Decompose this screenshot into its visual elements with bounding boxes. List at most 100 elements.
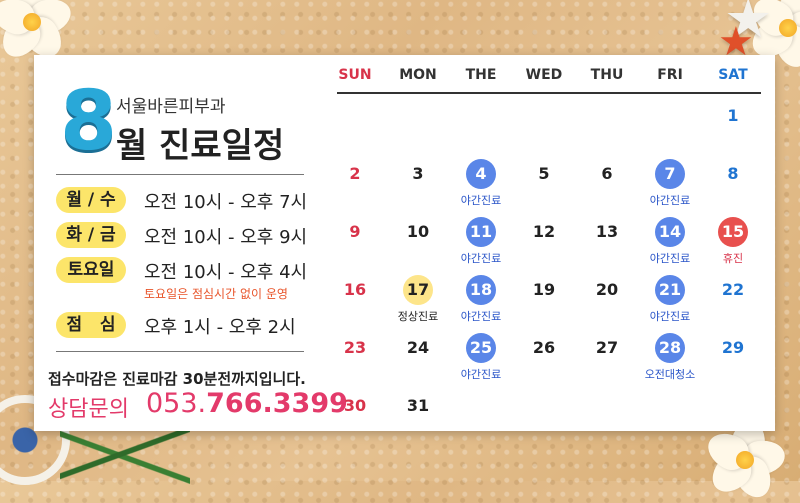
schedule-hours: 오전 10시 - 오후 9시 [144, 227, 308, 248]
calendar-day: 8 [705, 159, 761, 189]
schedule-hours: 오전 10시 - 오후 7시 [144, 192, 308, 213]
calendar-day-note: 야간진료 [460, 252, 502, 265]
calendar-day: 15 휴진 [705, 217, 761, 266]
month-number: 8 [60, 74, 118, 169]
weekday-sat: SAT [718, 67, 748, 83]
clinic-name: 서울바른피부과 [116, 97, 226, 117]
weekday-mon: MON [399, 67, 437, 83]
calendar-day: 13 [579, 217, 635, 247]
schedule-card: 8 서울바른피부과 월 진료일정 월 / 수 오전 10시 - 오후 7시 화 … [34, 55, 775, 431]
schedule-days-badge: 월 / 수 [56, 187, 126, 213]
calendar-day-number: 2 [349, 164, 361, 183]
calendar-day-number: 13 [595, 222, 619, 241]
starfish-white-icon: ★ [724, 0, 773, 50]
calendar-day-number: 17 [403, 275, 433, 305]
calendar-day: 12 [516, 217, 572, 247]
calendar-day: 21 야간진료 [642, 275, 698, 324]
calendar-day-number: 30 [343, 396, 367, 415]
schedule-hours: 오후 1시 - 오후 2시 [144, 317, 296, 338]
saturday-note: 토요일은 점심시간 없이 운영 [144, 287, 288, 301]
schedule-hours: 오전 10시 - 오후 4시 [144, 262, 308, 283]
calendar-day-number: 6 [601, 164, 613, 183]
calendar-day-number: 15 [718, 217, 748, 247]
calendar-day-note: 야간진료 [460, 194, 502, 207]
calendar-day: 6 [579, 159, 635, 189]
calendar-day: 7 야간진료 [642, 159, 698, 208]
calendar-day: 31 [390, 391, 446, 421]
calendar-day-number: 4 [466, 159, 496, 189]
calendar-day-note: 야간진료 [460, 310, 502, 323]
reception-note: 접수마감은 진료마감 30분전까지입니다. [48, 370, 306, 388]
calendar-day-note: 정상진료 [397, 310, 439, 323]
calendar-day: 5 [516, 159, 572, 189]
calendar-day: 26 [516, 333, 572, 363]
calendar-day: 1 [705, 101, 761, 131]
calendar-day: 18 야간진료 [453, 275, 509, 324]
calendar-day-number: 20 [595, 280, 619, 299]
divider-top [56, 174, 304, 175]
palm-leaves-decoration [60, 420, 190, 490]
plumeria-flower-bottom-right [701, 417, 787, 503]
calendar-day-note: 야간진료 [649, 252, 691, 265]
calendar: SUN MON THE WED THU FRI SAT 1 2 3 4 야간진료 5 6 7 야… [337, 55, 761, 431]
calendar-day-number: 8 [727, 164, 739, 183]
calendar-day: 27 [579, 333, 635, 363]
calendar-day-number: 18 [466, 275, 496, 305]
divider-bottom [56, 351, 304, 352]
calendar-day: 3 [390, 159, 446, 189]
calendar-day: 30 [327, 391, 383, 421]
calendar-day-note: 휴진 [722, 252, 744, 265]
calendar-day-number: 9 [349, 222, 361, 241]
calendar-day-number: 26 [532, 338, 556, 357]
calendar-day-number: 19 [532, 280, 556, 299]
phone-area: 053. [146, 388, 207, 419]
calendar-day-number: 5 [538, 164, 550, 183]
calendar-day-number: 23 [343, 338, 367, 357]
calendar-day: 10 [390, 217, 446, 247]
calendar-day: 22 [705, 275, 761, 305]
phone-local: 766.3399 [206, 388, 348, 419]
calendar-day-number: 24 [406, 338, 430, 357]
plumeria-flower-top-right [745, 0, 800, 72]
contact-label: 상담문의 [48, 397, 129, 422]
calendar-day-number: 14 [655, 217, 685, 247]
calendar-day: 17 정상진료 [390, 275, 446, 324]
calendar-day: 11 야간진료 [453, 217, 509, 266]
calendar-day-number: 25 [466, 333, 496, 363]
calendar-day: 28 오전대청소 [642, 333, 698, 382]
plumeria-flower-top-left [0, 0, 76, 65]
weekday-fri: FRI [657, 67, 683, 83]
schedule-days-badge: 토요일 [56, 257, 126, 283]
calendar-day-number: 7 [655, 159, 685, 189]
contact-phone[interactable]: 053.766.3399 [146, 388, 348, 419]
calendar-day: 9 [327, 217, 383, 247]
calendar-day-number: 10 [406, 222, 430, 241]
calendar-header-divider [337, 92, 761, 94]
calendar-day-number: 21 [655, 275, 685, 305]
weekday-thu: THU [590, 67, 624, 83]
calendar-day: 24 [390, 333, 446, 363]
calendar-day: 4 야간진료 [453, 159, 509, 208]
calendar-day-note: 오전대청소 [644, 368, 696, 381]
weekday-tue: THE [465, 67, 497, 83]
calendar-day-number: 28 [655, 333, 685, 363]
calendar-day-number: 16 [343, 280, 367, 299]
schedule-days-badge: 화 / 금 [56, 222, 126, 248]
calendar-day-number: 22 [721, 280, 745, 299]
calendar-day-note: 야간진료 [460, 368, 502, 381]
calendar-day-number: 29 [721, 338, 745, 357]
calendar-day: 25 야간진료 [453, 333, 509, 382]
calendar-day-note: 야간진료 [649, 194, 691, 207]
calendar-day-number: 11 [466, 217, 496, 247]
calendar-day: 29 [705, 333, 761, 363]
calendar-day-number: 1 [727, 106, 739, 125]
weekday-sun: SUN [338, 67, 372, 83]
calendar-day: 14 야간진료 [642, 217, 698, 266]
schedule-days-badge: 점 심 [56, 312, 126, 338]
page-title: 월 진료일정 [116, 126, 285, 166]
calendar-day: 23 [327, 333, 383, 363]
calendar-day-number: 3 [412, 164, 424, 183]
weekday-wed: WED [525, 67, 563, 83]
calendar-day: 2 [327, 159, 383, 189]
calendar-day-number: 27 [595, 338, 619, 357]
